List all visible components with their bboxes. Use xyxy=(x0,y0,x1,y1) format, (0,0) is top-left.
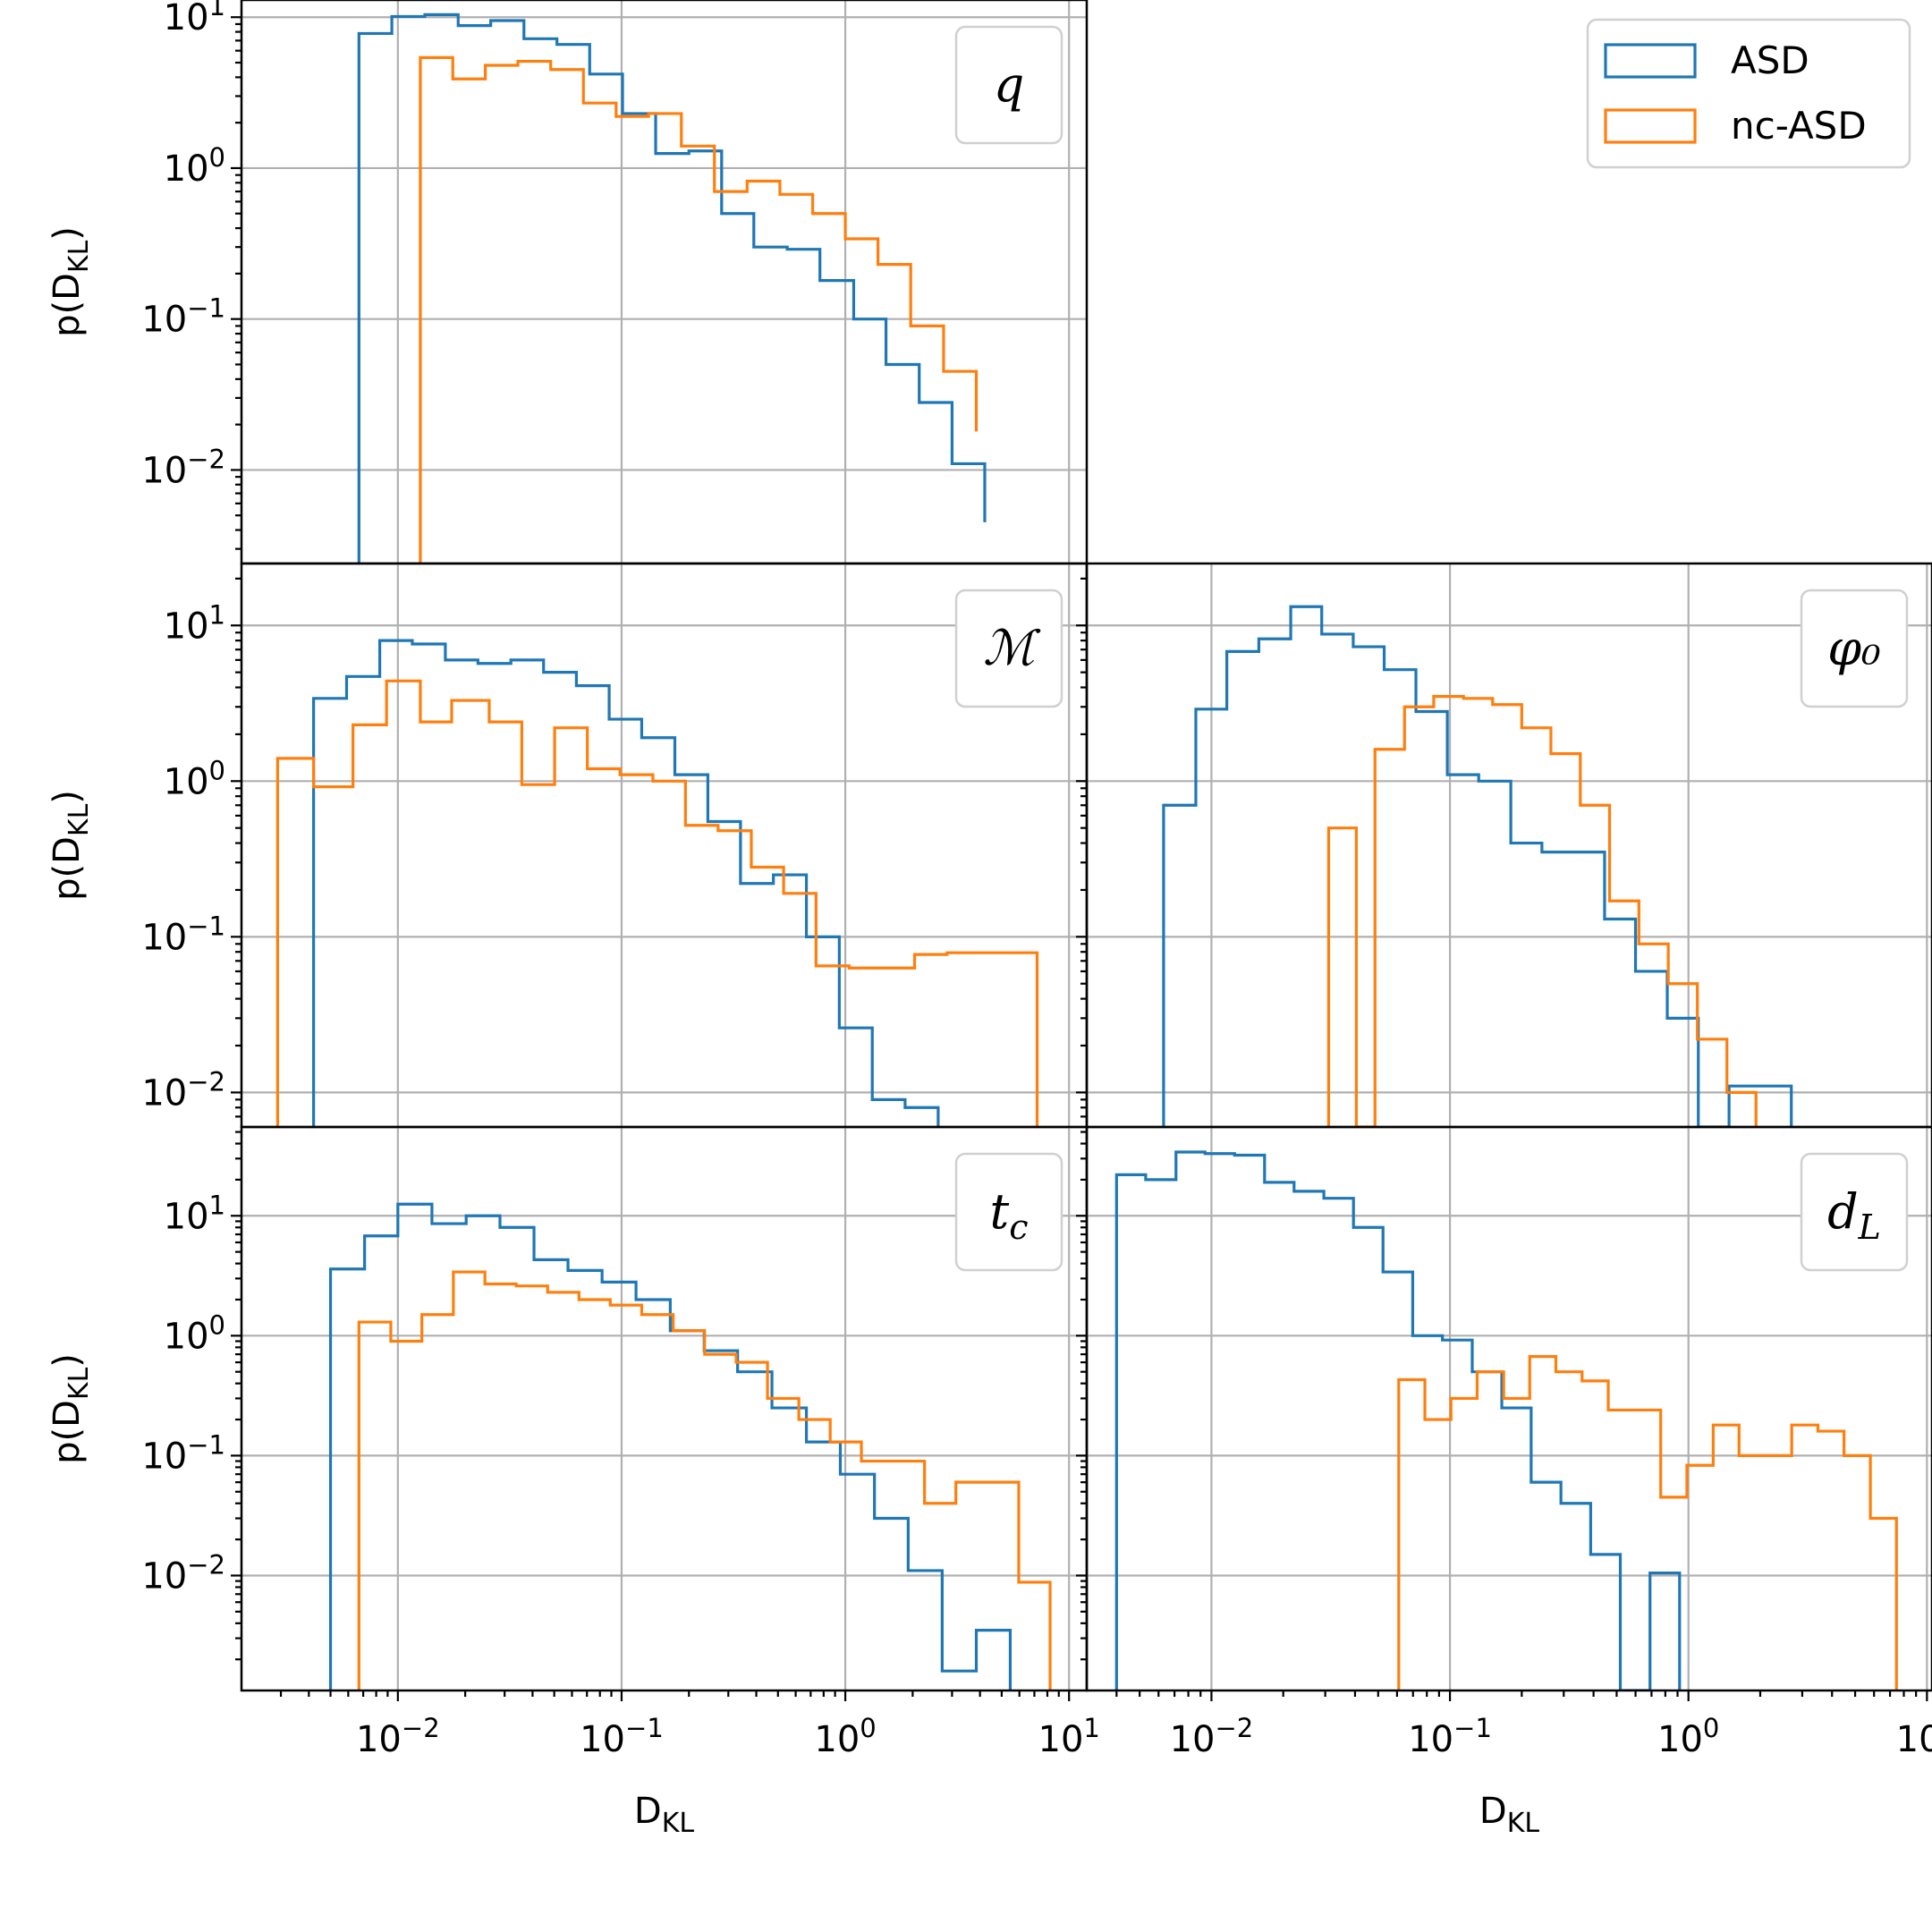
param-label-box xyxy=(954,1152,1063,1272)
y-tick-label: 10−1 xyxy=(141,1429,225,1477)
y-tick-label: 10−2 xyxy=(141,1549,225,1597)
ticks xyxy=(231,577,242,1118)
panel-q: 101 100 10−1 10−2 p(DKL) q xyxy=(47,0,1089,565)
legend-label-nc-asd: nc-ASD xyxy=(1731,104,1867,148)
x-tick-label: 10−1 xyxy=(580,1713,664,1760)
legend-label-asd: ASD xyxy=(1731,38,1809,82)
param-label-box xyxy=(954,589,1063,708)
y-axis-label: p(DKL) xyxy=(47,1353,95,1464)
x-tick-label: 10−2 xyxy=(356,1713,440,1760)
ticks xyxy=(1076,1131,1928,1701)
y-axis-label: p(DKL) xyxy=(47,790,95,901)
series-nc-asd-histogram xyxy=(419,55,979,564)
legend-swatch-nc-asd xyxy=(1604,108,1697,144)
y-tick-label: 101 xyxy=(164,599,225,647)
y-tick-label: 101 xyxy=(164,0,225,38)
x-tick-label: 10−2 xyxy=(1170,1713,1254,1760)
panel-mchirp: 101 100 10−1 10−2 p(DKL) ℳ xyxy=(47,562,1089,1129)
y-tick-label: 10−2 xyxy=(141,444,225,491)
x-tick-label: 100 xyxy=(814,1713,876,1760)
param-label-box xyxy=(1800,1152,1909,1272)
x-tick-label: 100 xyxy=(1657,1713,1719,1760)
series-nc-asd-histogram xyxy=(1326,695,1758,1127)
series-asd-histogram xyxy=(328,1202,1013,1690)
x-tick-label: 101 xyxy=(1038,1713,1100,1760)
y-tick-label: 10−1 xyxy=(141,911,225,958)
series-nc-asd-histogram xyxy=(1397,1355,1898,1690)
series-nc-asd-histogram xyxy=(357,1270,1052,1690)
x-axis-label: DKL xyxy=(634,1791,694,1839)
series-asd-histogram xyxy=(357,13,987,564)
param-label: φ₀ xyxy=(1827,620,1880,676)
legend-box xyxy=(1586,18,1911,169)
series-asd-histogram xyxy=(1162,605,1793,1127)
series-nc-asd-histogram xyxy=(275,679,1039,1127)
param-label: ℳ xyxy=(983,620,1041,676)
series-asd-histogram xyxy=(1114,1150,1682,1690)
panel-phi0: φ₀ xyxy=(1076,562,1932,1129)
grid xyxy=(242,564,1087,1127)
y-axis-label: p(DKL) xyxy=(47,226,95,337)
legend-swatch-asd xyxy=(1604,43,1697,79)
grid xyxy=(242,1127,1087,1690)
y-tick-label: 100 xyxy=(164,755,225,802)
y-tick-label: 101 xyxy=(164,1190,225,1237)
x-tick-label: 101 xyxy=(1896,1713,1932,1760)
y-tick-label: 10−1 xyxy=(141,293,225,341)
x-axis-label: DKL xyxy=(1479,1791,1539,1839)
ticks xyxy=(1076,577,1087,1118)
series-asd-histogram xyxy=(311,639,940,1127)
panel-dL: 10−210−1100101DKLdL xyxy=(1076,1125,1932,1839)
y-tick-label: 10−2 xyxy=(141,1066,225,1114)
param-label: q xyxy=(994,56,1025,113)
plot-frame xyxy=(1085,1125,1932,1692)
ticks xyxy=(231,16,242,550)
x-tick-label: 10−1 xyxy=(1408,1713,1492,1760)
param-label-box xyxy=(954,25,1063,145)
legend: ASD nc-ASD xyxy=(1586,18,1911,169)
param-label-box xyxy=(1800,589,1909,708)
panel-tc: 101 100 10−1 10−2 10−2 10−1 100 101 p(DKL) DKL tc xyxy=(47,1125,1100,1839)
y-tick-label: 100 xyxy=(164,142,225,190)
y-tick-label: 100 xyxy=(164,1309,225,1357)
param-label: tc xyxy=(990,1183,1029,1247)
